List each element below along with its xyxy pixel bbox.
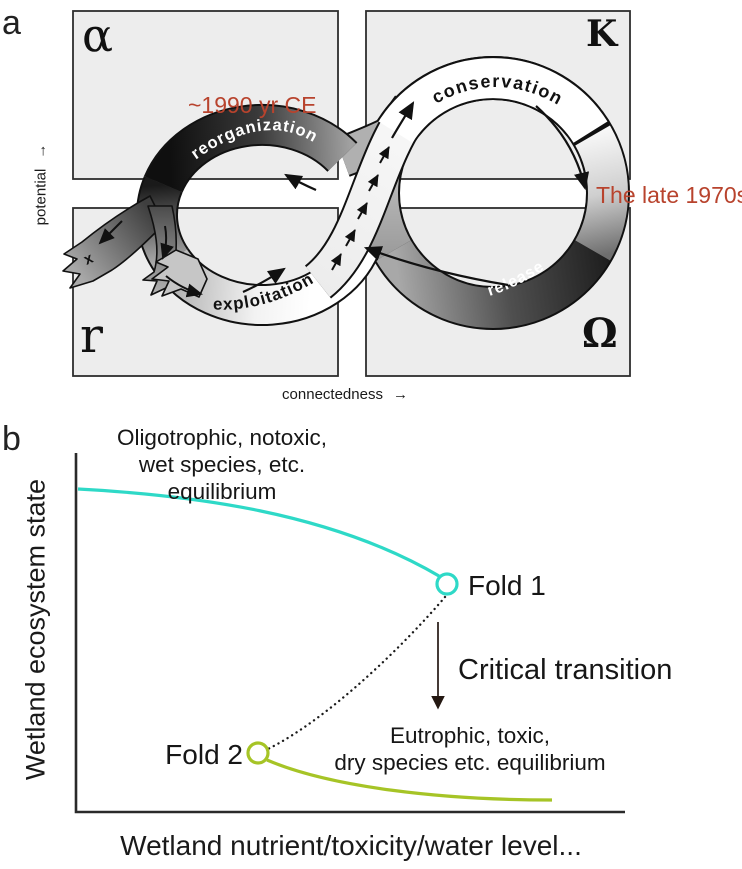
quadrant-alpha-label: α xyxy=(82,8,114,62)
y-axis-label: Wetland ecosystem state xyxy=(20,478,51,781)
release-arrow xyxy=(363,246,509,287)
fold1-label: Fold 1 xyxy=(468,570,546,601)
exploitation-start-arrow xyxy=(165,275,203,298)
fold-bifurcation-plot xyxy=(74,453,625,814)
quadrant-omega-label: Ω xyxy=(582,310,618,357)
exit-arrow xyxy=(98,220,123,245)
upper-equilibrium-line1: Oligotrophic, notoxic, xyxy=(116,425,328,450)
diagonal-chevron-4 xyxy=(367,174,379,192)
flow-arrows xyxy=(98,101,590,298)
quadrant-K-label: K xyxy=(586,13,618,55)
diagonal-chevron-5 xyxy=(378,146,390,164)
reorganization-ribbon xyxy=(145,105,356,193)
lower-stable-branch-curve xyxy=(266,758,553,802)
diagonal-chevron-1 xyxy=(330,253,342,271)
fold2-point xyxy=(246,741,270,765)
upper-equilibrium-note: Oligotrophic, notoxic, wet species, etc.… xyxy=(82,424,362,505)
upper-stable-branch-curve xyxy=(77,487,440,578)
annotation-1990: ~1990 yr CE xyxy=(188,92,317,118)
continuation-arrow xyxy=(160,225,174,260)
connectedness-axis-label: connectedness → xyxy=(230,386,460,403)
x-axis-label: Wetland nutrient/toxicity/water level... xyxy=(120,830,582,861)
quadrant-r-label: r xyxy=(80,308,103,364)
potential-axis-text: potential xyxy=(32,168,50,226)
diagonal-chevron-3 xyxy=(356,202,368,220)
connectedness-axis-arrow-icon: → xyxy=(392,386,408,403)
conservation-to-release-ribbon xyxy=(574,125,628,261)
critical-transition-label: Critical transition xyxy=(458,654,673,686)
fold2-label: Fold 2 xyxy=(165,739,243,770)
lower-equilibrium-line2: dry species etc. equilibrium xyxy=(334,750,606,775)
release-ribbon xyxy=(376,240,610,328)
panel-a-letter: a xyxy=(2,4,21,42)
upper-equilibrium-line2: wet species, etc. equilibrium xyxy=(138,452,306,504)
fold1-point xyxy=(435,572,459,596)
adaptive-cycle-diagram: conservation reorganization exploitation… xyxy=(62,10,631,377)
unstable-branch-dotted-curve xyxy=(266,595,447,751)
conservation-ribbon xyxy=(378,58,608,144)
conservation-descent-arrow xyxy=(535,105,590,191)
potential-axis-arrow-icon: → xyxy=(32,143,50,159)
lower-equilibrium-note: Eutrophic, toxic, dry species etc. equil… xyxy=(305,722,635,776)
reorganization-arrow xyxy=(284,173,317,192)
annotation-late-1970s: The late 1970s xyxy=(596,182,742,208)
diagonal-upper-arrow xyxy=(391,101,415,139)
axes xyxy=(74,453,625,814)
potential-axis-label: potential → xyxy=(33,110,50,260)
diagonal-chevron-2 xyxy=(344,229,356,247)
diagonal-lower-arrow xyxy=(242,267,286,294)
panel-b-letter: b xyxy=(2,420,21,458)
connectedness-axis-text: connectedness xyxy=(282,386,383,403)
lower-equilibrium-line1: Eutrophic, toxic, xyxy=(389,723,551,748)
